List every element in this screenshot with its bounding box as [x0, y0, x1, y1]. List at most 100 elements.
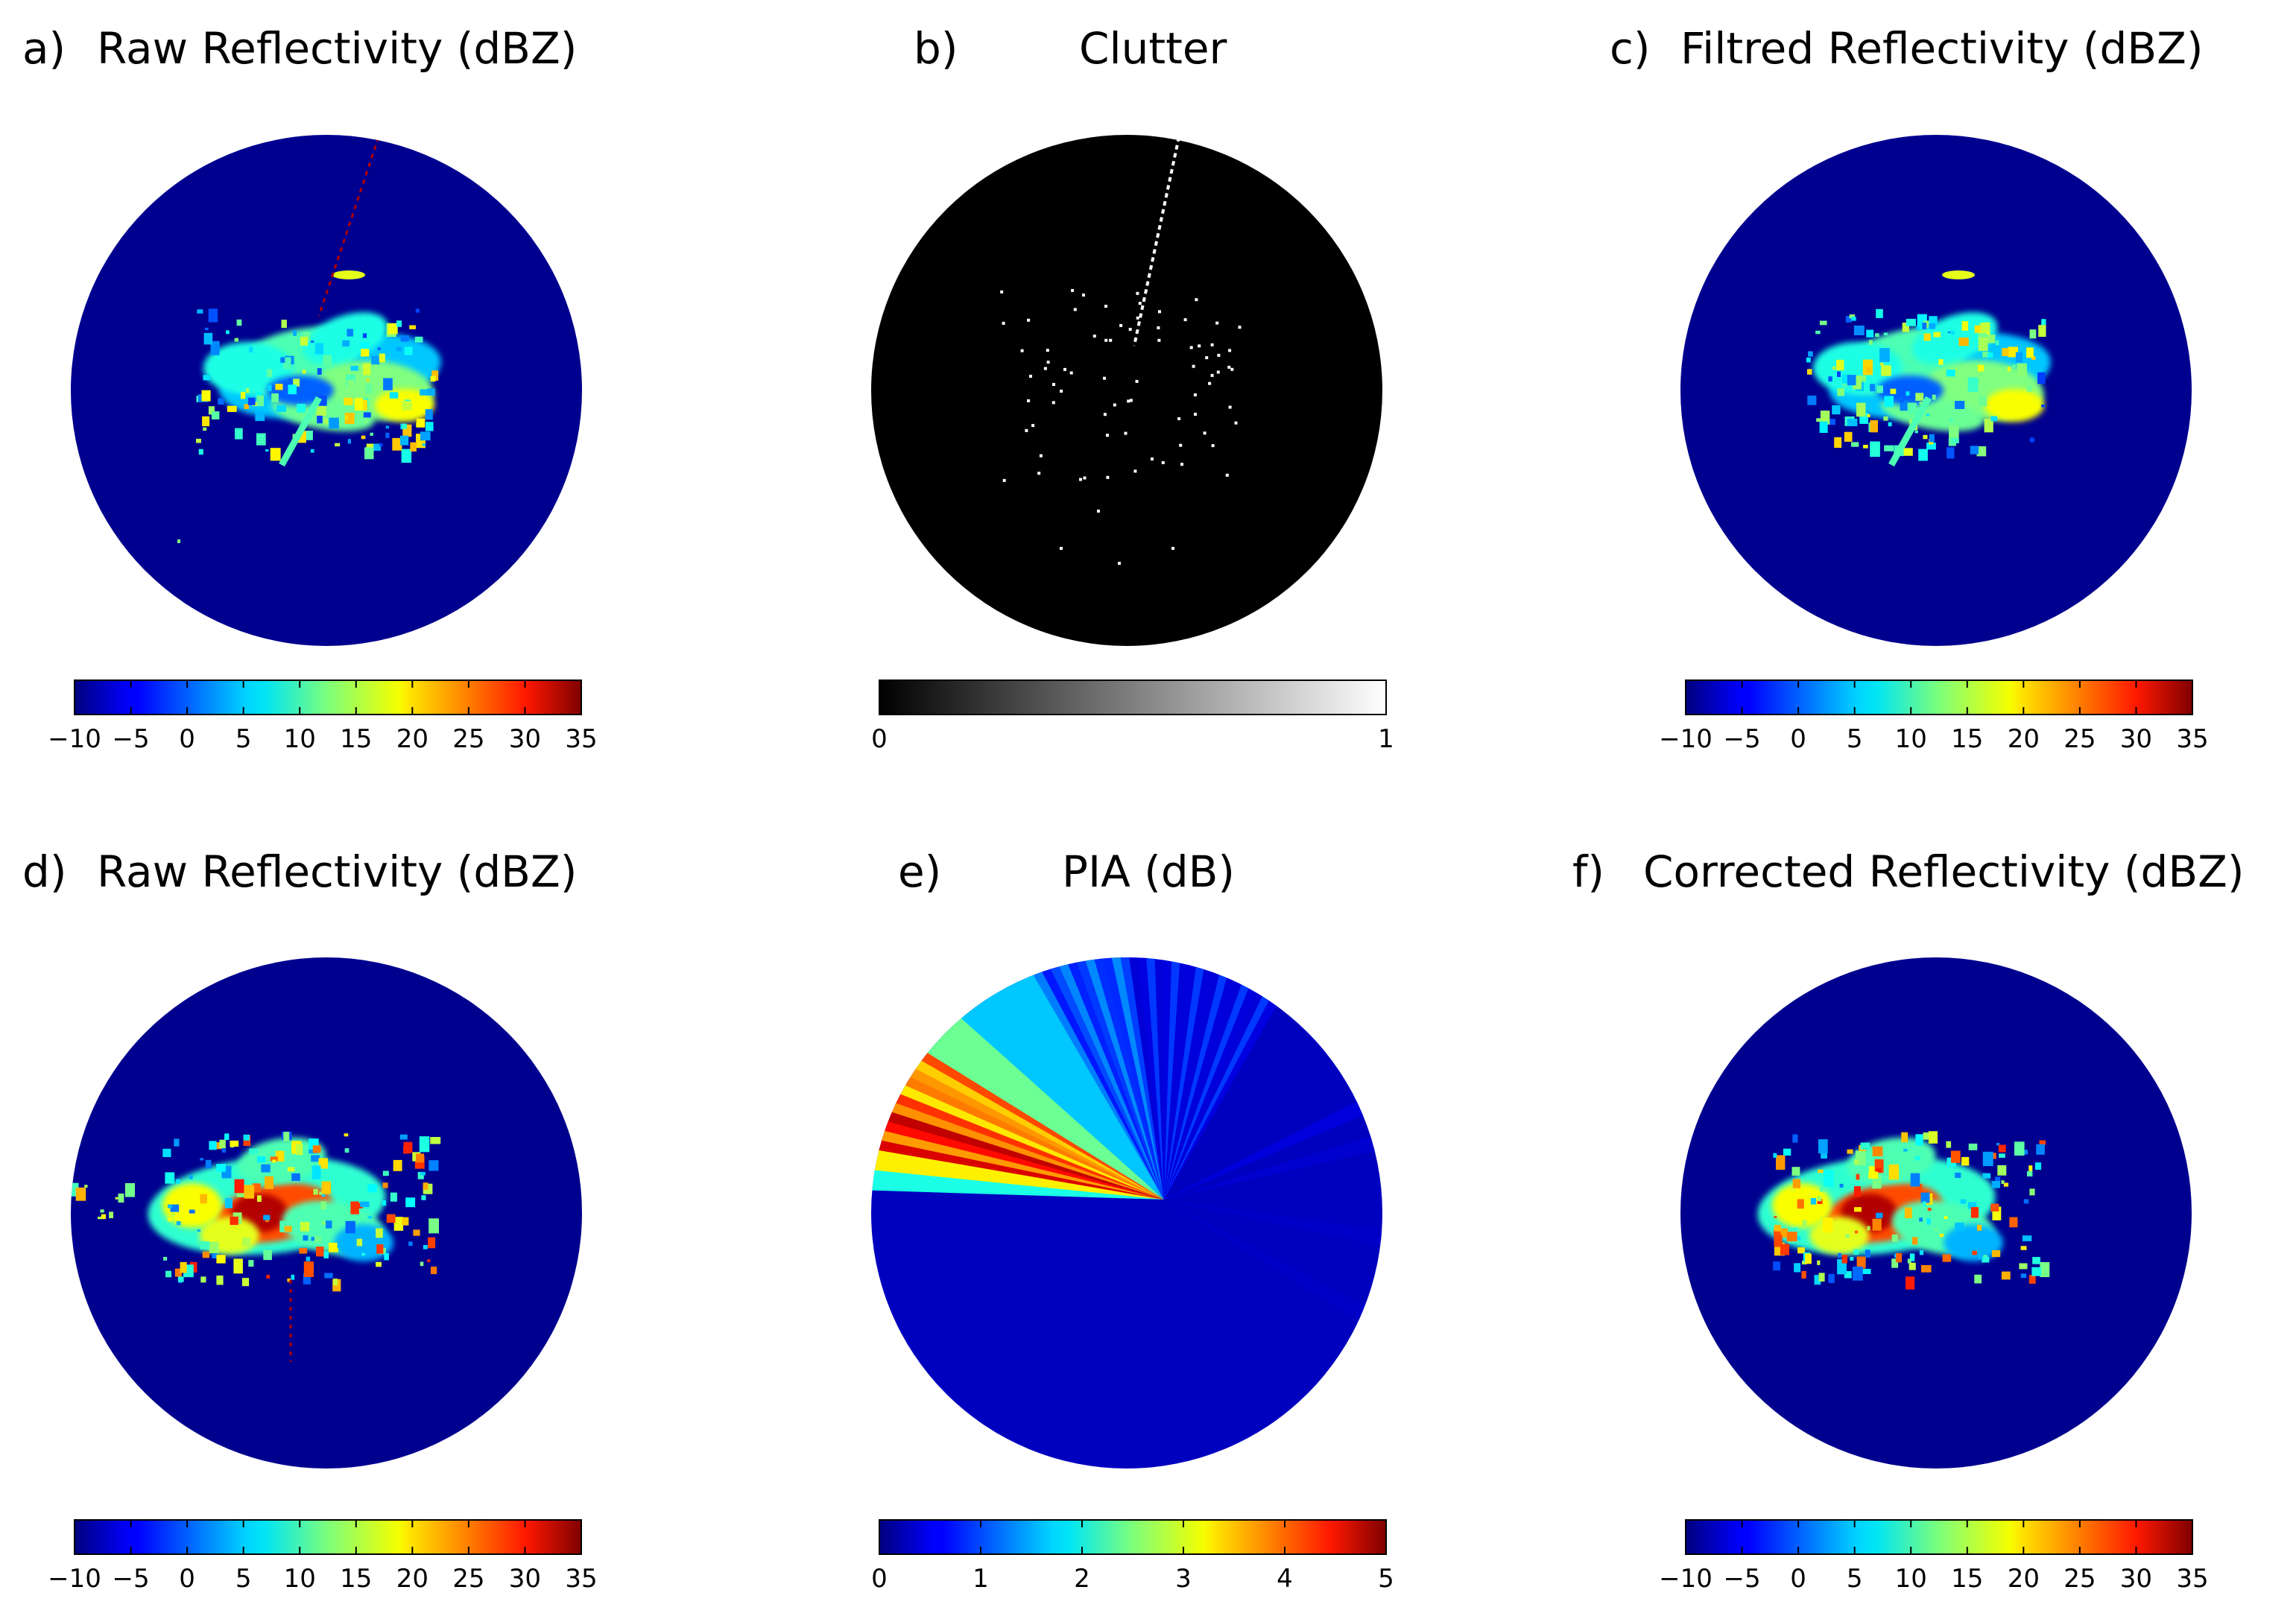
- echo-speck: [227, 405, 237, 412]
- echo-speck: [1780, 1244, 1789, 1255]
- colorbar-tick-label: 25: [2063, 724, 2096, 754]
- clutter-point: [1135, 379, 1139, 383]
- spoke-echo: [279, 396, 322, 467]
- echo-speck: [311, 1237, 314, 1241]
- echo-speck: [230, 1140, 239, 1147]
- echo-speck: [297, 404, 306, 413]
- echo-speck: [1869, 1165, 1879, 1173]
- echo-speck: [200, 1276, 206, 1283]
- echo-speck: [385, 432, 390, 438]
- colorbar-tick-label: −10: [1659, 1564, 1712, 1594]
- echo-speck: [261, 1164, 271, 1173]
- colorbar-tick-label: 15: [340, 1564, 372, 1594]
- echo-speck: [1891, 1258, 1899, 1268]
- echo-speck: [386, 1214, 396, 1223]
- echo-speck: [1805, 1253, 1812, 1264]
- echo-speck: [1967, 377, 1979, 393]
- colorbar-tick-label: 10: [284, 724, 316, 754]
- colorbar-gradient: [75, 680, 581, 715]
- clutter-point: [1203, 431, 1206, 435]
- echo-speck: [1932, 394, 1936, 400]
- echo-speck: [1773, 1261, 1781, 1271]
- echo-speck: [360, 399, 368, 411]
- clutter-point: [1179, 443, 1183, 447]
- pia-ray: [978, 957, 1164, 1200]
- echo-speck: [1783, 1148, 1791, 1156]
- echo-speck: [1883, 416, 1888, 421]
- echo-speck: [1995, 1176, 2001, 1182]
- echo-speck: [1819, 320, 1827, 326]
- echo-speck: [362, 333, 367, 338]
- echo-speck: [1890, 388, 1897, 394]
- echo-speck: [396, 320, 402, 327]
- echo-speck: [171, 1212, 175, 1217]
- echo-speck: [204, 327, 209, 331]
- echo-speck: [252, 1183, 261, 1193]
- echo-speck: [275, 1150, 285, 1162]
- echo-speck: [428, 1237, 436, 1249]
- echo-speck: [1974, 1274, 1982, 1284]
- echo-speck: [1984, 418, 1993, 433]
- echo-speck: [2019, 1263, 2028, 1270]
- echo-speck: [1891, 1234, 1898, 1242]
- echo-speck: [314, 1236, 322, 1243]
- colorbar-tick-label: 30: [509, 724, 541, 754]
- echo-speck: [354, 398, 364, 411]
- panel-f: f) Corrected Reflectivity (dBZ) −10 −5 0 5 10 1…: [1572, 846, 2245, 1594]
- echo-speck: [1951, 330, 1955, 335]
- echo-speck: [1876, 308, 1883, 318]
- pia-ray: [871, 957, 1164, 1200]
- echo-speck: [202, 416, 210, 427]
- echo-speck: [255, 411, 265, 422]
- echo-blob: [332, 270, 365, 279]
- echo-speck: [314, 343, 323, 355]
- echo-speck: [2020, 1273, 2027, 1279]
- echo-speck: [1797, 1236, 1801, 1241]
- echo-speck: [243, 1134, 250, 1141]
- echo-speck: [1979, 395, 1987, 407]
- clutter-point: [1027, 318, 1031, 322]
- echo-speck: [409, 325, 417, 329]
- colorbar-tick-label: 1: [973, 1564, 989, 1594]
- echo-speck: [2007, 367, 2011, 372]
- colorbar-frame: [879, 1519, 1387, 1555]
- clutter-point: [1177, 417, 1181, 420]
- echo-speck: [1922, 323, 1927, 329]
- clutter-point: [1079, 478, 1082, 481]
- colorbar-tick-label: 35: [565, 724, 597, 754]
- echo-speck: [410, 442, 417, 452]
- colorbar-frame: [1685, 1519, 2193, 1555]
- clutter-point: [1103, 376, 1106, 380]
- echo-speck: [209, 1141, 217, 1150]
- echo-speck: [2023, 1199, 2029, 1204]
- echo-speck: [320, 1201, 326, 1210]
- panel-title: Raw Reflectivity (dBZ): [97, 23, 577, 74]
- echo-speck: [1914, 1156, 1920, 1161]
- clutter-point: [1002, 478, 1006, 482]
- clutter-point: [1211, 444, 1215, 448]
- echo-speck: [399, 1134, 408, 1140]
- echo-speck: [288, 378, 292, 381]
- echo-speck: [1977, 1224, 1982, 1231]
- echo-speck: [1978, 1254, 1983, 1260]
- clutter-point: [1136, 316, 1139, 320]
- echo-speck: [408, 1241, 413, 1246]
- echo-speck: [416, 418, 426, 428]
- echo-speck: [1792, 1134, 1798, 1143]
- clutter-point: [1025, 428, 1028, 432]
- colorbar-tick-label: 0: [1790, 1564, 1806, 1594]
- radar-disc: [871, 135, 1382, 646]
- echo-speck: [1934, 1228, 1938, 1232]
- clutter-spoke: [1133, 136, 1180, 346]
- spoke-echo: [1888, 396, 1932, 467]
- echo-speck: [176, 1221, 181, 1226]
- echo-speck: [245, 388, 250, 393]
- colorbar-tick-label: 15: [1951, 724, 1983, 754]
- echo-speck: [1869, 340, 1873, 345]
- clutter-point: [1225, 473, 1229, 477]
- echo-speck: [1946, 369, 1955, 377]
- pia-ray: [938, 957, 1164, 1200]
- colorbar-tick-label: −5: [1723, 724, 1760, 754]
- echo-speck: [430, 1137, 441, 1144]
- panel-title: Corrected Reflectivity (dBZ): [1643, 846, 2245, 897]
